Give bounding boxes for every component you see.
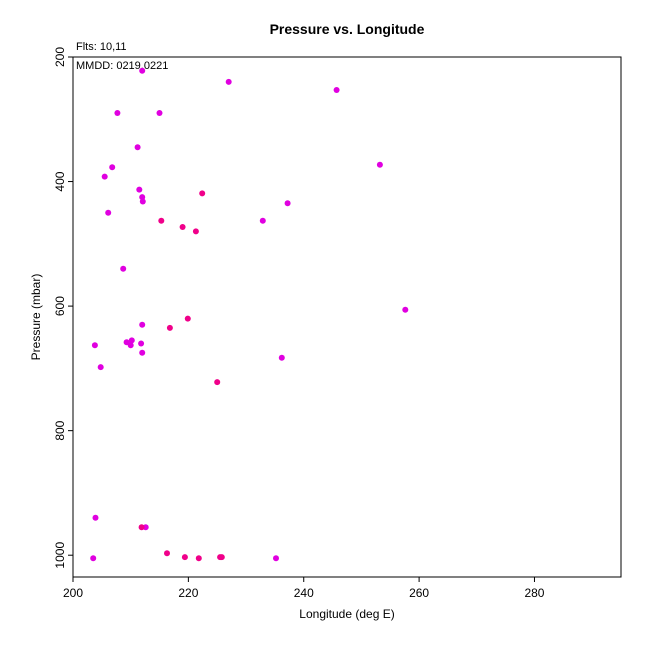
data-point (284, 200, 291, 207)
data-point (91, 342, 98, 349)
data-point (90, 555, 97, 562)
flights-annotation: Flts: 10,11 (76, 41, 127, 53)
data-point (139, 67, 146, 74)
date-annotation: MMDD: 0219,0221 (76, 60, 168, 72)
data-point (376, 161, 383, 168)
data-point (199, 190, 206, 197)
data-point (181, 554, 188, 561)
x-tick-label: 280 (524, 586, 544, 600)
plot-frame (72, 56, 622, 578)
data-point (164, 550, 170, 557)
y-tick-label: 1000 (53, 542, 67, 569)
data-point (259, 217, 266, 224)
y-axis-label: Pressure (mbar) (29, 274, 43, 361)
data-point (139, 349, 146, 356)
data-point (192, 228, 199, 235)
data-point (273, 555, 279, 562)
data-point (105, 209, 112, 216)
data-point (333, 87, 340, 93)
x-tick-label: 220 (178, 586, 198, 600)
chart-title: Pressure vs. Longitude (270, 21, 425, 37)
data-point (101, 173, 108, 180)
data-point (278, 354, 285, 361)
data-point (120, 265, 127, 272)
data-point (109, 164, 116, 171)
y-axis: 200 400 600 800 1000 (53, 47, 74, 569)
data-point (139, 194, 146, 201)
data-point (166, 324, 173, 331)
data-point (139, 321, 146, 328)
data-point (136, 186, 143, 193)
data-point (158, 217, 165, 224)
data-point (156, 110, 163, 116)
data-point (128, 337, 135, 344)
data-point (179, 224, 186, 230)
data-point (92, 514, 99, 521)
data-point (217, 554, 224, 561)
y-tick-label: 800 (53, 420, 67, 440)
data-point (123, 339, 130, 346)
data-point (195, 555, 202, 562)
y-tick-label: 200 (53, 47, 67, 67)
data-point (225, 78, 232, 85)
x-tick-label: 200 (63, 586, 83, 600)
data-point (138, 340, 145, 347)
x-axis: 200 220 240 260 280 (63, 576, 545, 600)
data-point (138, 524, 145, 531)
y-tick-label: 600 (53, 296, 67, 316)
data-point (142, 524, 149, 531)
y-tick-label: 400 (53, 171, 67, 191)
data-point (139, 198, 146, 205)
data-point (97, 364, 104, 371)
data-point (134, 144, 141, 151)
data-point (214, 379, 221, 386)
data-point (402, 306, 409, 313)
x-axis-label: Longitude (deg E) (299, 607, 394, 621)
data-points (90, 67, 409, 562)
x-tick-label: 240 (294, 586, 314, 600)
data-point (184, 315, 191, 322)
data-point (127, 342, 134, 349)
x-tick-label: 260 (409, 586, 429, 600)
data-point (114, 110, 121, 116)
